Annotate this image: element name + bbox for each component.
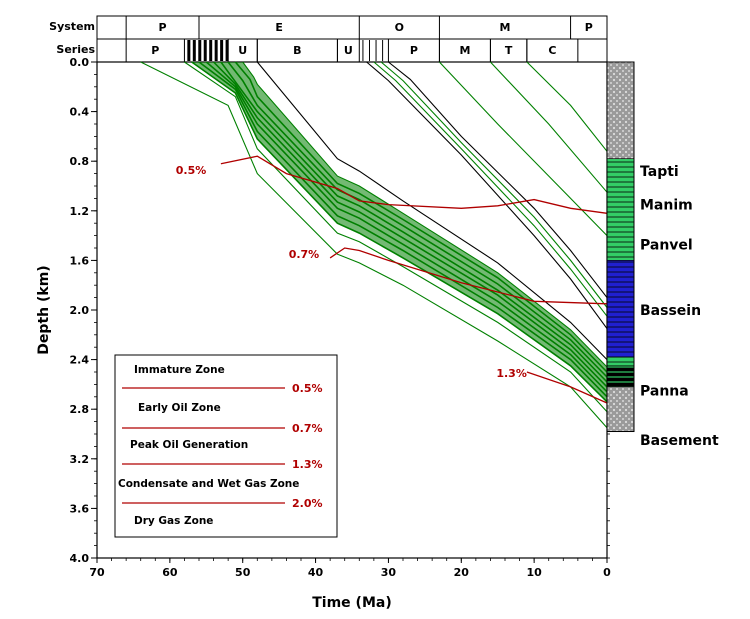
maturity-legend: Immature Zone 0.5% Early Oil Zone 0.7% Peak … (114, 354, 338, 538)
column-bassein (606, 260, 635, 358)
legend-entry-value: 2.0% (292, 497, 323, 510)
burial-curves (140, 61, 608, 429)
series-row-label: Series (56, 43, 95, 56)
y-tick-label: 0.4 (70, 106, 90, 119)
burial-curve (184, 61, 608, 413)
burial-curve (388, 61, 608, 298)
x-tick-label: 40 (308, 566, 324, 579)
burial-curve (256, 61, 608, 360)
isoline-1.3% (526, 371, 608, 404)
legend-entry-label: Dry Gas Zone (134, 515, 213, 527)
series-hatch (198, 40, 202, 61)
legend-entry-label: Early Oil Zone (138, 402, 221, 414)
formation-label: Manim (640, 198, 693, 214)
series-hatch (225, 40, 229, 61)
series-hatch (192, 40, 196, 61)
series-cell-label: C (548, 44, 556, 57)
x-axis-title: Time (Ma) (312, 595, 391, 611)
system-cell-label: M (500, 21, 511, 34)
legend-entry-value: 0.7% (292, 422, 323, 435)
x-tick-label: 50 (235, 566, 251, 579)
burial-curve (489, 61, 608, 193)
series-cell-label: U (238, 44, 247, 57)
legend-entry-label: Condensate and Wet Gas Zone (118, 478, 299, 490)
legend-entry-label: Immature Zone (134, 364, 225, 376)
system-row-label: System (49, 20, 95, 33)
column-panna (606, 365, 635, 388)
y-tick-label: 2.4 (70, 354, 90, 367)
system-cell-label: P (585, 21, 593, 34)
y-tick-label: 0.0 (70, 56, 90, 69)
lithology-column (606, 61, 635, 433)
y-tick-label: 1.2 (70, 205, 90, 218)
system-cell-label: E (275, 21, 283, 34)
column-tapti-manim-panvel (606, 158, 635, 261)
formation-label: Panvel (640, 237, 693, 253)
legend-entry-value: 0.5% (292, 382, 323, 395)
series-cell-label: B (293, 44, 301, 57)
column-basement (606, 386, 635, 432)
legend-entry-label: Peak Oil Generation (130, 439, 248, 451)
burial-curve (526, 61, 608, 152)
x-tick-label: 20 (454, 566, 470, 579)
burial-curve (373, 61, 608, 317)
column-green-band (606, 356, 635, 367)
y-tick-label: 2.8 (70, 403, 90, 416)
burial-curve (438, 61, 608, 236)
series-hatch (214, 40, 218, 61)
isoline-label: 0.5% (176, 164, 207, 177)
y-tick-label: 1.6 (70, 254, 90, 267)
series-cell-label: P (410, 44, 418, 57)
series-cell-label: M (459, 44, 470, 57)
formation-label: Basement (640, 433, 719, 449)
isoline-0.5% (220, 155, 608, 214)
legend-entry-value: 1.3% (292, 458, 323, 471)
y-tick-label: 3.6 (70, 502, 90, 515)
series-hatch (187, 40, 191, 61)
series-hatch (203, 40, 207, 61)
formation-label: Tapti (640, 164, 679, 180)
series-hatch (220, 40, 224, 61)
x-tick-label: 10 (526, 566, 542, 579)
x-tick-label: 0 (603, 566, 611, 579)
burial-band (191, 62, 607, 402)
formation-label: Bassein (640, 303, 701, 319)
y-tick-label: 4.0 (70, 552, 90, 565)
x-tick-label: 70 (89, 566, 105, 579)
y-tick-label: 0.8 (70, 155, 90, 168)
burial-curve (380, 61, 608, 308)
burial-curve (366, 61, 608, 329)
maturity-isolines: 0.5% 0.7% 1.3% (176, 155, 608, 404)
burial-curve (140, 61, 608, 429)
column-overburden (606, 61, 635, 160)
system-cell-label: O (395, 21, 404, 34)
isoline-label: 0.7% (289, 248, 320, 261)
isoline-0.7% (329, 247, 608, 305)
isoline-label: 1.3% (496, 367, 527, 380)
formation-labels: Tapti Manim Panvel Bassein Panna Basement (640, 164, 719, 449)
x-axis-ticks: 70 60 50 40 30 20 10 0 (89, 558, 611, 579)
x-tick-label: 30 (381, 566, 397, 579)
series-cell-label: U (344, 44, 353, 57)
formation-label: Panna (640, 384, 689, 400)
system-cell-label: P (159, 21, 167, 34)
y-tick-label: 3.2 (70, 453, 90, 466)
legend-box (114, 354, 338, 538)
column-frame (606, 61, 635, 433)
y-tick-label: 2.0 (70, 304, 90, 317)
x-tick-label: 60 (162, 566, 178, 579)
series-cell-label: T (505, 44, 513, 57)
series-hatch (209, 40, 213, 61)
y-axis-title: Depth (km) (36, 265, 52, 354)
series-cell-label: P (151, 44, 159, 57)
